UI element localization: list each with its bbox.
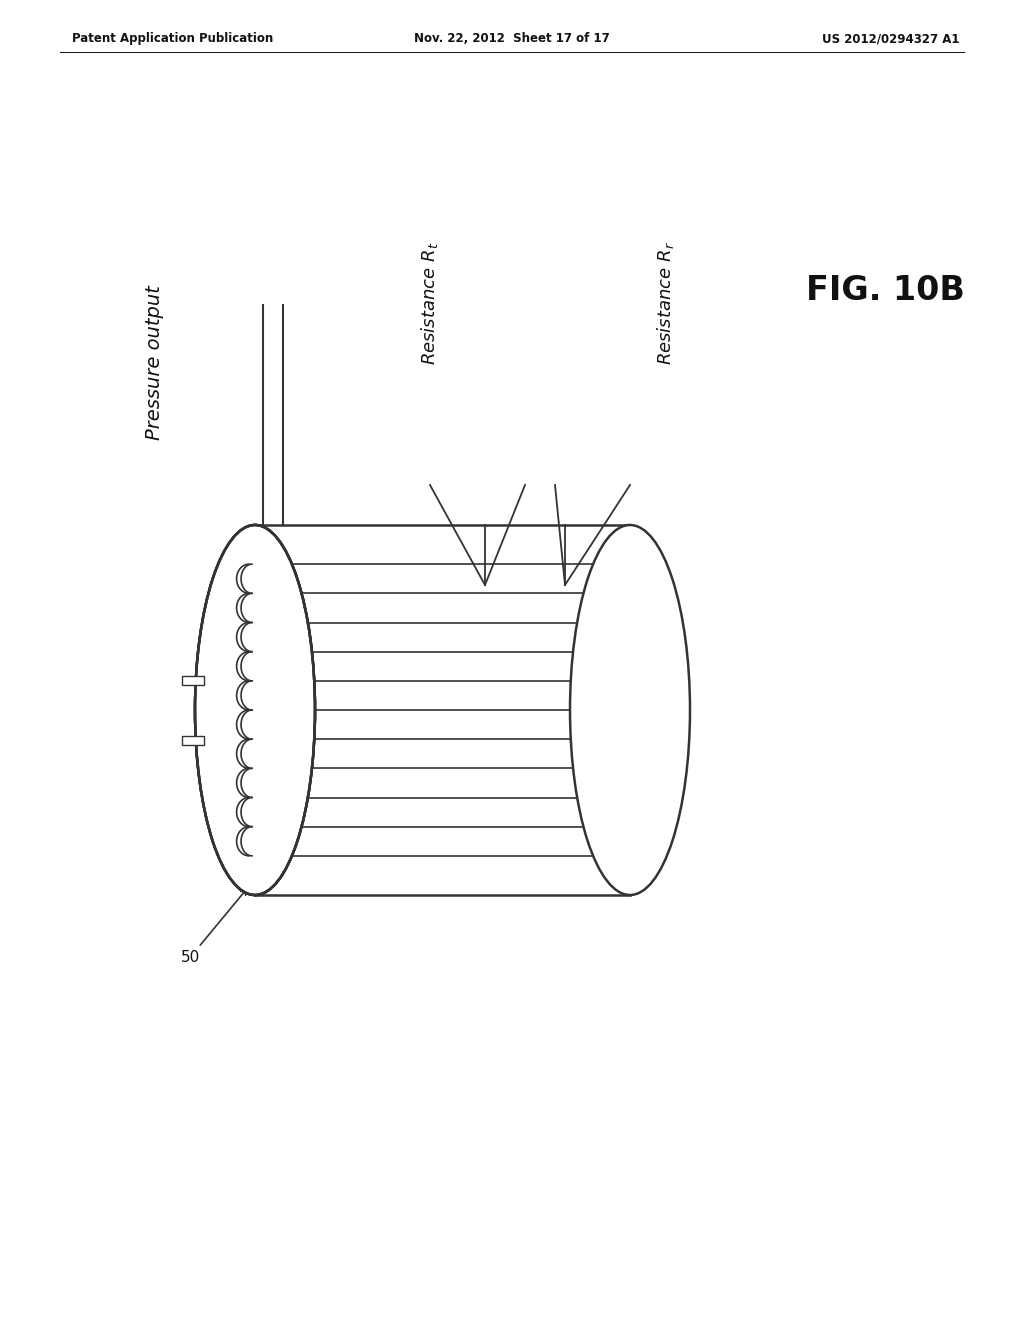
Bar [182, 735, 204, 744]
Ellipse shape [195, 525, 315, 895]
Text: Patent Application Publication: Patent Application Publication [72, 32, 273, 45]
Text: Nov. 22, 2012  Sheet 17 of 17: Nov. 22, 2012 Sheet 17 of 17 [414, 32, 610, 45]
Text: 50: 50 [180, 888, 247, 965]
Ellipse shape [195, 525, 315, 895]
Text: Pressure output: Pressure output [145, 285, 165, 440]
Text: Resistance $R_t$: Resistance $R_t$ [420, 242, 440, 366]
Bar [182, 676, 204, 685]
Ellipse shape [570, 525, 690, 895]
Text: FIG. 10B: FIG. 10B [806, 273, 965, 306]
Text: US 2012/0294327 A1: US 2012/0294327 A1 [822, 32, 961, 45]
Text: Resistance $R_r$: Resistance $R_r$ [654, 242, 676, 366]
